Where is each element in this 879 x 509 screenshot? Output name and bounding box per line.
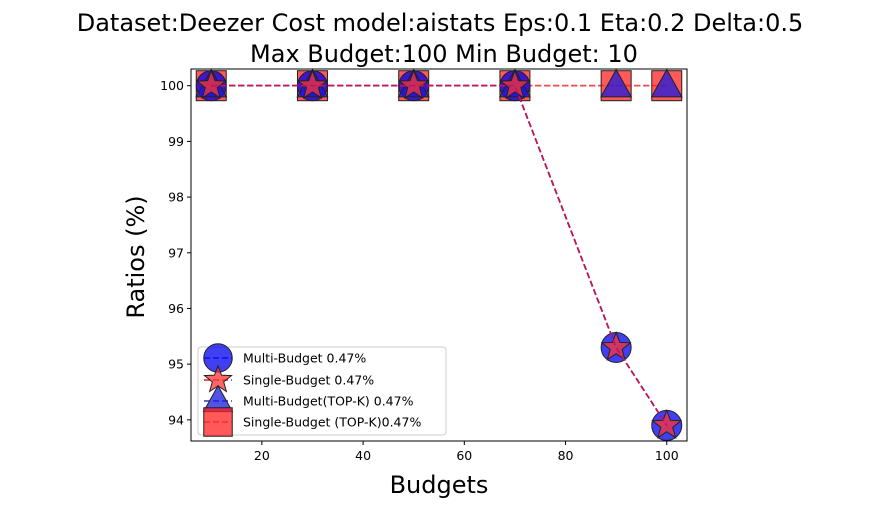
plot-frame — [190, 68, 688, 442]
y-axis-label: Ratios (%) — [122, 195, 150, 318]
y-tick-label: 95 — [168, 357, 184, 372]
data-point-star — [195, 69, 227, 99]
x-tick-label: 60 — [456, 448, 472, 463]
data-point-star — [600, 331, 632, 361]
legend-marker-square — [203, 407, 233, 437]
series-markers — [195, 68, 683, 441]
x-tick-label: 40 — [355, 448, 371, 463]
legend-label: Single-Budget (TOP-K)0.47% — [243, 415, 421, 430]
x-tick-label: 20 — [254, 448, 270, 463]
y-tick-label: 99 — [168, 134, 184, 149]
legend-label: Multi-Budget 0.47% — [243, 351, 366, 366]
data-point-star — [296, 69, 329, 99]
legend: Multi-Budget 0.47% Single-Budget 0.47% Mul… — [197, 343, 447, 437]
series-line-overlay — [211, 84, 668, 426]
chart-title-line-2: Max Budget:100 Min Budget: 10 — [250, 40, 638, 68]
y-tick-label: 100 — [160, 78, 184, 93]
y-tick-label: 98 — [168, 190, 184, 205]
data-point-star — [499, 69, 531, 99]
y-tick-label: 94 — [168, 412, 184, 427]
x-axis-ticks: 20 40 60 80 100 — [254, 441, 679, 463]
chart-title-line-1: Dataset:Deezer Cost model:aistats Eps:0.… — [77, 9, 804, 37]
legend-label: Single-Budget 0.47% — [243, 373, 374, 388]
data-point-star — [398, 69, 430, 99]
y-axis-ticks: 94 95 96 97 98 99 100 — [160, 78, 191, 427]
x-axis-label: Budgets — [390, 471, 489, 499]
legend-frame — [197, 346, 447, 436]
legend-label: Multi-Budget(TOP-K) 0.47% — [243, 394, 414, 409]
y-tick-label: 96 — [168, 301, 184, 316]
y-tick-label: 97 — [168, 245, 184, 260]
x-tick-label: 100 — [655, 448, 679, 463]
data-point-triangle — [650, 68, 683, 98]
data-point-triangle — [600, 68, 633, 98]
x-tick-label: 80 — [558, 448, 574, 463]
